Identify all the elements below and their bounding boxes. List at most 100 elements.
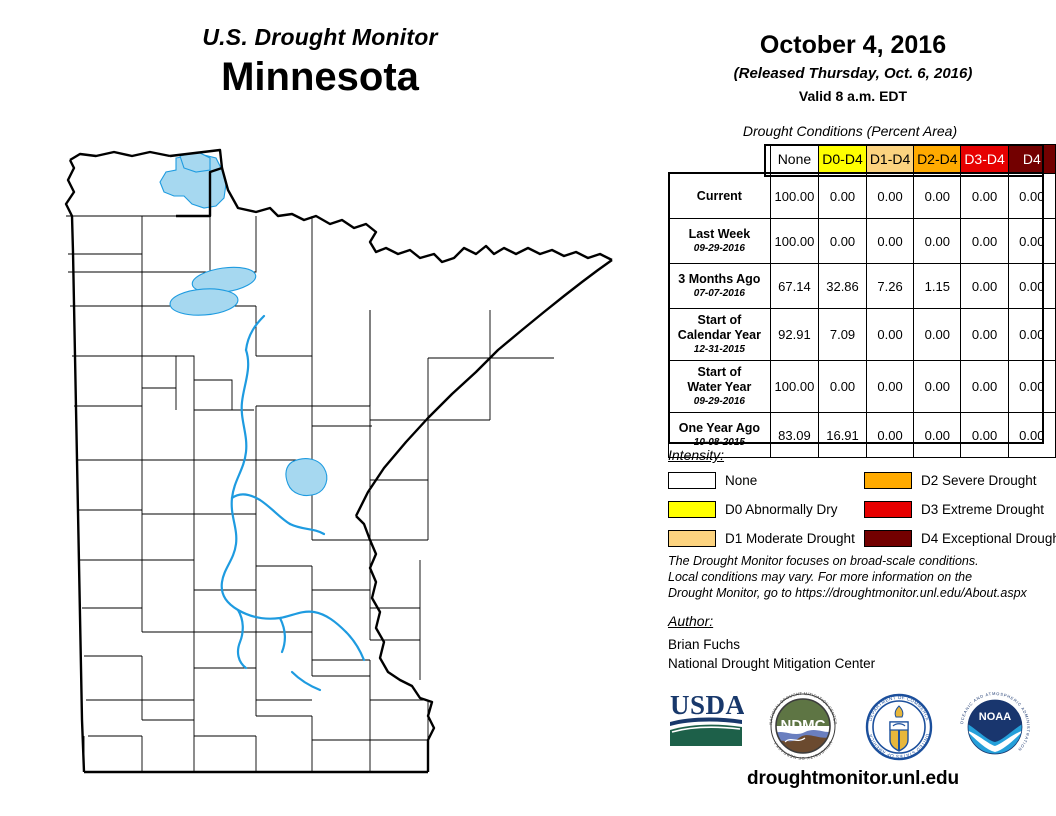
- cell-3months-d2d4: 1.15: [913, 263, 962, 309]
- row-label-start-water-year: Start of Water Year 09-29-2016: [668, 360, 771, 413]
- cell-current-d2d4: 0.00: [913, 173, 962, 219]
- header-spacer: [668, 144, 771, 174]
- usda-logo[interactable]: USDA: [668, 688, 745, 755]
- ndmc-logo[interactable]: NDMC NATIONAL DROUGHT MITIGATION CENTER …: [765, 688, 841, 769]
- svg-text:USDA: USDA: [670, 690, 744, 720]
- row-label-text: One Year Ago: [678, 421, 761, 435]
- date-block: October 4, 2016 (Released Thursday, Oct.…: [650, 30, 1056, 106]
- row-label-current: Current: [668, 173, 771, 219]
- row-label-text-line2: Calendar Year: [677, 328, 761, 342]
- usdc-seal[interactable]: DEPARTMENT OF COMMERCE UNITED STATES OF …: [860, 688, 938, 771]
- column-header-d1-d4: D1-D4: [865, 144, 915, 174]
- row-label-3-months-ago: 3 Months Ago 07-07-2016: [668, 263, 771, 309]
- cell-lastweek-d2d4: 0.00: [913, 218, 962, 264]
- title-block: U.S. Drought Monitor Minnesota: [0, 22, 640, 101]
- table-row: Start of Calendar Year 12-31-2015 92.91 …: [668, 308, 1056, 361]
- swatch-d1-icon: [668, 529, 716, 547]
- cell-wateryear-none: 100.00: [769, 360, 820, 413]
- drought-conditions-table: None D0-D4 D1-D4 D2-D4 D3-D4 D4 Current …: [668, 144, 1056, 458]
- cell-current-none: 100.00: [769, 173, 820, 219]
- rivers: [220, 314, 366, 692]
- legend-item-none: None: [668, 468, 855, 492]
- column-header-d3-d4: D3-D4: [960, 144, 1009, 174]
- cell-current-d1d4: 0.00: [865, 173, 915, 219]
- cell-current-d3d4: 0.00: [960, 173, 1009, 219]
- release-date: (Released Thursday, Oct. 6, 2016): [733, 65, 973, 82]
- mille-lacs-lake: [285, 458, 328, 497]
- cell-oneyear-d2d4: 0.00: [913, 412, 962, 458]
- state-title: Minnesota: [221, 55, 419, 99]
- row-label-text: 3 Months Ago: [678, 272, 761, 286]
- row-label-text: Current: [696, 188, 742, 203]
- cell-calyear-d4: 0.00: [1007, 308, 1056, 361]
- cell-calyear-d3d4: 0.00: [960, 308, 1009, 361]
- map-background: [66, 150, 608, 772]
- issue-date: October 4, 2016: [759, 31, 947, 59]
- minnesota-drought-map[interactable]: [24, 120, 644, 800]
- swatch-none-icon: [668, 471, 716, 489]
- lower-red-lake: [169, 288, 239, 316]
- table-row: Current 100.00 0.00 0.00 0.00 0.00 0.00: [668, 173, 1056, 219]
- row-label-text-line2: Water Year: [687, 380, 752, 394]
- row-label-start-calendar-year: Start of Calendar Year 12-31-2015: [668, 308, 771, 361]
- ndmc-logo-text: NDMC: [781, 717, 826, 734]
- cell-lastweek-d1d4: 0.00: [865, 218, 915, 264]
- author-organization: National Drought Mitigation Center: [668, 656, 876, 671]
- legend-label-d1: D1 Moderate Drought: [725, 530, 855, 546]
- cell-lastweek-d3d4: 0.00: [960, 218, 1009, 264]
- swatch-d4-icon: [864, 529, 912, 547]
- legend-label-d0: D0 Abnormally Dry: [725, 501, 838, 517]
- cell-3months-d3d4: 0.00: [960, 263, 1009, 309]
- disclaimer-line-2: Local conditions may vary. For more info…: [668, 570, 973, 584]
- table-row: 3 Months Ago 07-07-2016 67.14 32.86 7.26…: [668, 263, 1056, 309]
- disclaimer-line-1: The Drought Monitor focuses on broad-sca…: [668, 554, 979, 568]
- map-svg: [64, 148, 613, 774]
- disclaimer-line-3[interactable]: Drought Monitor, go to https://droughtmo…: [668, 586, 1027, 600]
- row-label-text-line1: Start of: [697, 365, 742, 379]
- cell-wateryear-d4: 0.00: [1007, 360, 1056, 413]
- cell-wateryear-d0d4: 0.00: [818, 360, 867, 413]
- legend-label-d4: D4 Exceptional Drought: [921, 530, 1056, 546]
- cell-lastweek-d4: 0.00: [1007, 218, 1056, 264]
- legend-column-left: None D0 Abnormally Dry D1 Moderate Droug…: [668, 468, 855, 555]
- legend-label-d3: D3 Extreme Drought: [921, 501, 1045, 517]
- cell-wateryear-d2d4: 0.00: [913, 360, 962, 413]
- row-label-last-week: Last Week 09-29-2016: [668, 218, 771, 264]
- author-name: Brian Fuchs: [668, 637, 741, 652]
- row-label-date: 09-29-2016: [693, 243, 745, 254]
- logo-row: USDA: [660, 684, 1050, 771]
- legend-item-d0: D0 Abnormally Dry: [668, 497, 855, 521]
- swatch-d2-icon: [864, 471, 912, 489]
- legend-column-right: D2 Severe Drought D3 Extreme Drought D4 …: [864, 468, 1056, 555]
- cell-calyear-d0d4: 7.09: [818, 308, 867, 361]
- row-label-date: 12-31-2015: [693, 344, 745, 355]
- table-row: Last Week 09-29-2016 100.00 0.00 0.00 0.…: [668, 218, 1056, 264]
- table-caption: Drought Conditions (Percent Area): [742, 123, 958, 139]
- valid-time: Valid 8 a.m. EDT: [798, 88, 908, 104]
- cell-calyear-none: 92.91: [769, 308, 820, 361]
- author-block: Brian Fuchs National Drought Mitigation …: [668, 635, 875, 673]
- cell-oneyear-d0d4: 16.91: [818, 412, 867, 458]
- table-row: One Year Ago 10-08-2015 83.09 16.91 0.00…: [668, 412, 1056, 458]
- cell-wateryear-d1d4: 0.00: [865, 360, 915, 413]
- column-header-d2-d4: D2-D4: [913, 144, 962, 174]
- cell-oneyear-d3d4: 0.00: [960, 412, 1009, 458]
- cell-calyear-d1d4: 0.00: [865, 308, 915, 361]
- lakes: [159, 151, 328, 497]
- cell-oneyear-d4: 0.00: [1007, 412, 1056, 458]
- cell-3months-d4: 0.00: [1007, 263, 1056, 309]
- noaa-logo[interactable]: NOAA NATIONAL OCEANIC AND ATMOSPHERIC AD…: [954, 684, 1034, 771]
- disclaimer-text: The Drought Monitor focuses on broad-sca…: [668, 553, 1048, 601]
- info-panel: October 4, 2016 (Released Thursday, Oct.…: [650, 0, 1056, 816]
- legend-label-none: None: [725, 472, 758, 488]
- cell-3months-none: 67.14: [769, 263, 820, 309]
- row-label-text: Last Week: [688, 227, 751, 241]
- cell-calyear-d2d4: 0.00: [913, 308, 962, 361]
- site-url[interactable]: droughtmonitor.unl.edu: [746, 768, 960, 789]
- legend-label-d2: D2 Severe Drought: [921, 472, 1037, 488]
- cell-current-d4: 0.00: [1007, 173, 1056, 219]
- legend-item-d2: D2 Severe Drought: [864, 468, 1056, 492]
- cell-wateryear-d3d4: 0.00: [960, 360, 1009, 413]
- row-label-text-line1: Start of: [697, 313, 742, 327]
- legend-item-d3: D3 Extreme Drought: [864, 497, 1056, 521]
